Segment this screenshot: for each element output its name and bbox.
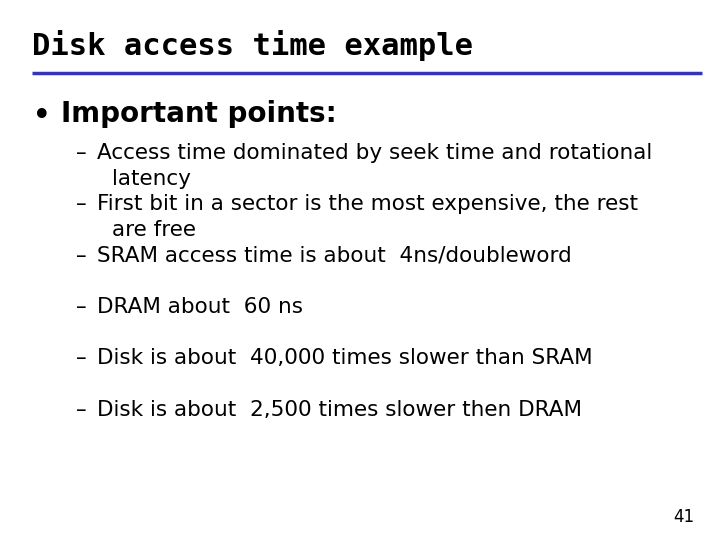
Text: –: – [76,400,86,420]
Text: Disk access time example: Disk access time example [32,30,474,60]
Text: First bit in a sector is the most expensive, the rest: First bit in a sector is the most expens… [97,194,638,214]
Text: latency: latency [112,169,191,189]
Text: DRAM about  60 ns: DRAM about 60 ns [97,297,303,317]
Text: –: – [76,348,86,368]
Text: •: • [32,100,52,133]
Text: 41: 41 [674,509,695,526]
Text: –: – [76,194,86,214]
Text: are free: are free [112,220,196,240]
Text: Disk is about  2,500 times slower then DRAM: Disk is about 2,500 times slower then DR… [97,400,582,420]
Text: SRAM access time is about  4ns/doubleword: SRAM access time is about 4ns/doubleword [97,246,572,266]
Text: –: – [76,246,86,266]
Text: –: – [76,143,86,163]
Text: Access time dominated by seek time and rotational: Access time dominated by seek time and r… [97,143,652,163]
Text: Disk is about  40,000 times slower than SRAM: Disk is about 40,000 times slower than S… [97,348,593,368]
Text: Important points:: Important points: [61,100,337,128]
Text: –: – [76,297,86,317]
